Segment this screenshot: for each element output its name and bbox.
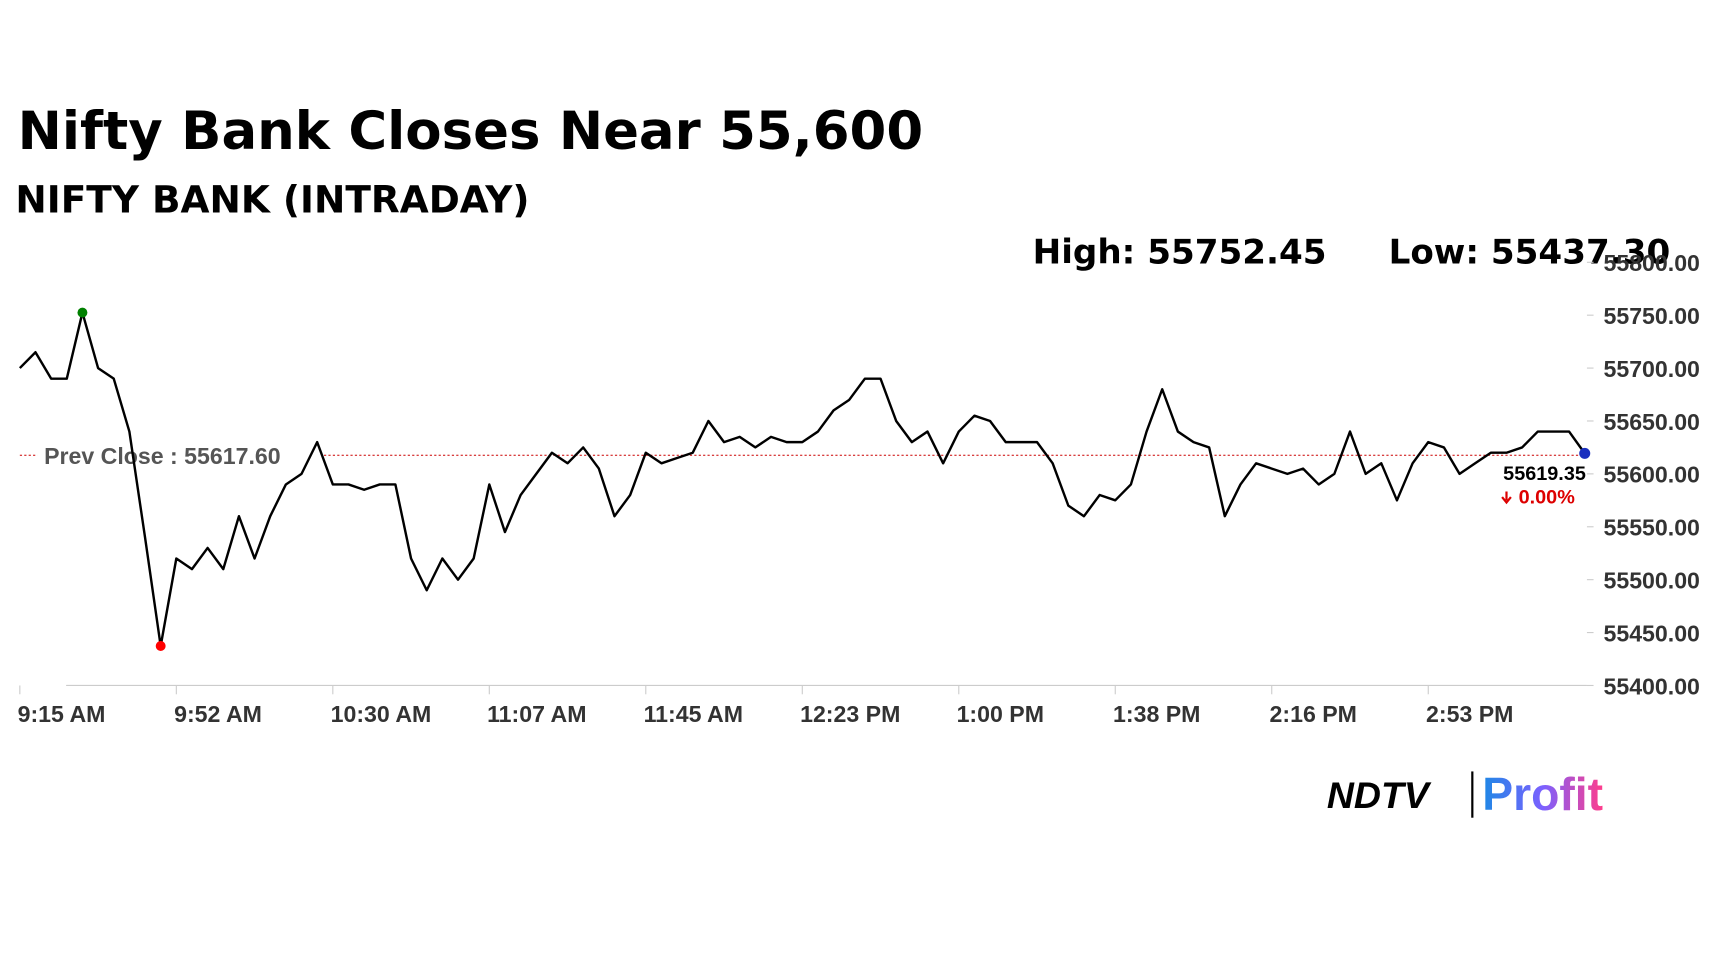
x-tick-label: 1:00 PM — [957, 701, 1044, 727]
y-tick-label: 55600.00 — [1603, 462, 1699, 488]
prev-close-bg — [37, 439, 322, 471]
y-tick-label: 55750.00 — [1603, 303, 1699, 329]
x-tick-label: 2:16 PM — [1270, 701, 1357, 727]
y-tick-label: 55400.00 — [1603, 673, 1699, 699]
x-tick-label: 9:52 AM — [174, 701, 262, 727]
x-tick-label: 10:30 AM — [331, 701, 432, 727]
x-tick-label: 11:45 AM — [644, 701, 743, 727]
price-line — [18, 311, 1586, 648]
y-tick-label: 55650.00 — [1603, 409, 1699, 435]
prev-close-label: Prev Close : 55617.60 — [44, 443, 281, 469]
y-tick-label: 55550.00 — [1603, 515, 1699, 541]
down-arrow — [1501, 491, 1512, 505]
high-marker — [77, 307, 88, 318]
brand-profit: Profit — [1482, 768, 1603, 820]
brand-ndtv: NDTV — [1327, 774, 1432, 816]
x-tick-label: 9:15 AM — [18, 701, 106, 727]
y-tick-label: 55800.00 — [1603, 250, 1699, 276]
chart-title: Nifty Bank Closes Near 55,600 — [18, 101, 924, 162]
x-tick-label: 1:38 PM — [1113, 701, 1200, 727]
low-marker — [155, 641, 166, 651]
y-tick-label: 55700.00 — [1603, 356, 1699, 382]
y-tick-label: 55450.00 — [1603, 620, 1699, 646]
high-label: High: 55752.45 — [1033, 232, 1327, 272]
last-label: 55619.35 — [1503, 463, 1586, 485]
x-tick-label: 11:07 AM — [487, 701, 586, 727]
change-label: 0.00% — [1519, 487, 1576, 509]
x-tick-label: 12:23 PM — [800, 701, 900, 727]
y-tick-label: 55500.00 — [1603, 567, 1699, 593]
low-label: Low: 55437.30 — [1389, 232, 1671, 272]
x-tick-label: 2:53 PM — [1426, 701, 1513, 727]
chart-subtitle: NIFTY BANK (INTRADAY) — [15, 178, 529, 222]
last-marker — [1579, 447, 1591, 459]
